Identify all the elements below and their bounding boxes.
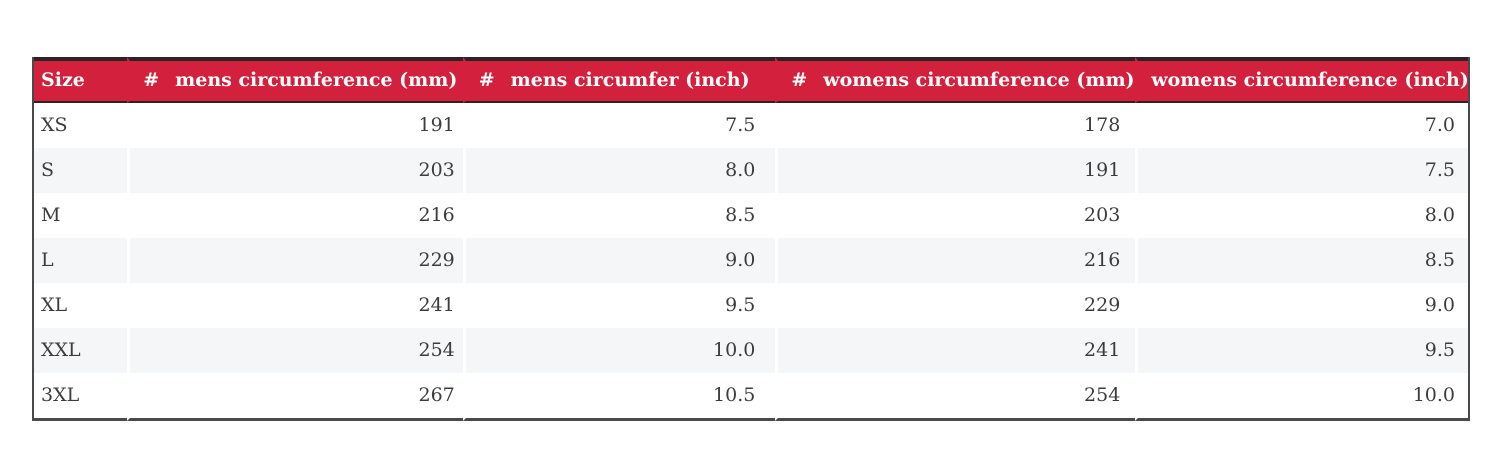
womens-mm-cell: 241	[775, 328, 1136, 373]
table-row: S 203 8.0 191 7.5	[34, 148, 1468, 193]
mens-inch-cell: 7.5	[462, 103, 776, 148]
size-cell: M	[34, 193, 128, 238]
womens-mm-cell: 203	[775, 193, 1136, 238]
mens-mm-cell: 267	[127, 373, 463, 421]
womens-inch-cell: 9.5	[1135, 328, 1468, 373]
size-chart: Size # mens circumference (mm) # mens circ…	[32, 57, 1470, 421]
womens-inch-cell: 8.5	[1135, 238, 1468, 283]
mens-mm-cell: 241	[127, 283, 463, 328]
size-cell: XXL	[34, 328, 128, 373]
size-cell: S	[34, 148, 128, 193]
womens-mm-cell: 191	[775, 148, 1136, 193]
column-header-label: womens circumference (mm)	[823, 69, 1135, 91]
mens-inch-cell: 9.0	[462, 238, 776, 283]
womens-mm-cell: 254	[775, 373, 1136, 421]
hash-prefix: #	[143, 69, 160, 91]
size-cell: L	[34, 238, 128, 283]
womens-inch-cell: 10.0	[1135, 373, 1468, 421]
womens-inch-cell: 8.0	[1135, 193, 1468, 238]
column-header-label: mens circumference (mm)	[175, 69, 458, 91]
size-cell: XS	[34, 103, 128, 148]
mens-inch-cell: 8.5	[462, 193, 776, 238]
hash-prefix: #	[791, 69, 808, 91]
hash-prefix: #	[478, 69, 495, 91]
womens-inch-cell: 9.0	[1135, 283, 1468, 328]
column-header-label: mens circumfer (inch)	[510, 69, 750, 91]
size-cell: 3XL	[34, 373, 128, 421]
table-row: 3XL 267 10.5 254 10.0	[34, 373, 1468, 421]
size-chart-table: Size # mens circumference (mm) # mens circ…	[32, 57, 1470, 421]
column-header-label: womens circumference (inch)	[1151, 69, 1468, 91]
header-row: Size # mens circumference (mm) # mens circ…	[34, 57, 1468, 103]
mens-inch-cell: 9.5	[462, 283, 776, 328]
column-header-womens-inch: womens circumference (inch)	[1135, 57, 1468, 103]
column-header-mens-inch: # mens circumfer (inch)	[462, 57, 776, 103]
column-header-mens-mm: # mens circumference (mm)	[127, 57, 463, 103]
column-header-size: Size	[34, 57, 128, 103]
mens-mm-cell: 203	[127, 148, 463, 193]
mens-inch-cell: 8.0	[462, 148, 776, 193]
womens-mm-cell: 216	[775, 238, 1136, 283]
table-row: XXL 254 10.0 241 9.5	[34, 328, 1468, 373]
womens-inch-cell: 7.0	[1135, 103, 1468, 148]
column-header-womens-mm: # womens circumference (mm)	[775, 57, 1136, 103]
mens-mm-cell: 216	[127, 193, 463, 238]
mens-mm-cell: 191	[127, 103, 463, 148]
table-row: M 216 8.5 203 8.0	[34, 193, 1468, 238]
column-header-label: Size	[41, 69, 85, 91]
mens-inch-cell: 10.5	[462, 373, 776, 421]
womens-inch-cell: 7.5	[1135, 148, 1468, 193]
mens-mm-cell: 254	[127, 328, 463, 373]
table-row: L 229 9.0 216 8.5	[34, 238, 1468, 283]
mens-mm-cell: 229	[127, 238, 463, 283]
size-cell: XL	[34, 283, 128, 328]
table-row: XL 241 9.5 229 9.0	[34, 283, 1468, 328]
mens-inch-cell: 10.0	[462, 328, 776, 373]
womens-mm-cell: 229	[775, 283, 1136, 328]
table-row: XS 191 7.5 178 7.0	[34, 103, 1468, 148]
womens-mm-cell: 178	[775, 103, 1136, 148]
